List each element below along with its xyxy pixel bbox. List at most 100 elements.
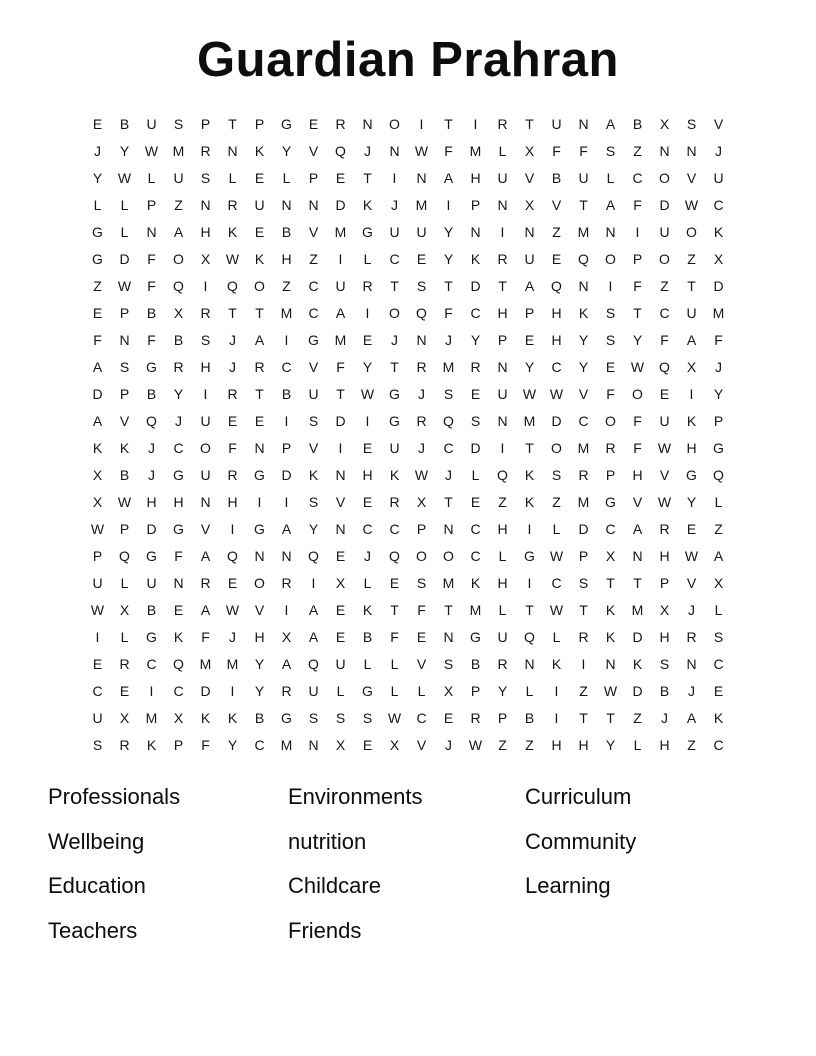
grid-letter: W xyxy=(117,277,132,294)
grid-letter: U xyxy=(659,223,670,240)
grid-letter: V xyxy=(308,223,319,240)
grid-letter: M xyxy=(226,655,239,672)
grid-letter: Q xyxy=(659,358,670,375)
grid-letter: T xyxy=(606,709,615,726)
grid-letter: P xyxy=(578,547,589,564)
grid-letter: D xyxy=(146,520,157,537)
grid-letter: U xyxy=(497,385,508,402)
grid-letter: S xyxy=(443,655,454,672)
grid-letter: J xyxy=(661,709,668,726)
grid-letter: M xyxy=(577,493,590,510)
grid-letter: L xyxy=(552,520,561,537)
grid-letter: Y xyxy=(173,385,184,402)
grid-letter: B xyxy=(524,709,535,726)
grid-letter: P xyxy=(119,385,130,402)
grid-letter: W xyxy=(144,142,159,159)
grid-letter: Y xyxy=(578,331,589,348)
grid-letter: Y xyxy=(605,736,616,753)
grid-letter: S xyxy=(92,736,103,753)
word-list-item: Wellbeing xyxy=(48,828,145,854)
grid-letter: U xyxy=(335,277,346,294)
grid-letter: X xyxy=(443,682,454,699)
grid-letter: W xyxy=(117,493,132,510)
grid-letter: Q xyxy=(146,412,157,429)
grid-letter: W xyxy=(657,439,672,456)
grid-letter: H xyxy=(659,628,670,645)
grid-letter: J xyxy=(445,736,452,753)
grid-letter: N xyxy=(146,223,157,240)
grid-letter: B xyxy=(146,304,157,321)
grid-letter: Z xyxy=(498,736,507,753)
grid-letter: N xyxy=(227,142,238,159)
grid-letter: M xyxy=(577,439,590,456)
grid-letter: T xyxy=(498,277,507,294)
grid-letter: A xyxy=(632,520,643,537)
grid-letter: X xyxy=(416,493,427,510)
grid-letter: T xyxy=(444,115,453,132)
grid-letter: C xyxy=(362,520,373,537)
grid-letter: S xyxy=(578,574,589,591)
grid-letter: I xyxy=(338,439,343,456)
grid-letter: Z xyxy=(282,277,291,294)
grid-letter: C xyxy=(551,358,562,375)
grid-letter: W xyxy=(414,142,429,159)
grid-letter: D xyxy=(281,466,292,483)
grid-letter: L xyxy=(606,169,615,186)
grid-letter: G xyxy=(389,412,400,429)
grid-letter: H xyxy=(497,304,508,321)
grid-letter: E xyxy=(119,682,130,699)
grid-letter: Q xyxy=(308,547,319,564)
grid-letter: R xyxy=(200,574,211,591)
grid-letter: O xyxy=(632,385,643,402)
grid-letter: S xyxy=(443,385,454,402)
grid-letter: Y xyxy=(497,682,508,699)
grid-letter: B xyxy=(254,709,265,726)
grid-letter: K xyxy=(173,628,184,645)
grid-letter: R xyxy=(497,655,508,672)
grid-letter: A xyxy=(92,358,103,375)
grid-letter: M xyxy=(469,142,482,159)
grid-letter: D xyxy=(551,412,562,429)
grid-letter: S xyxy=(308,493,319,510)
grid-letter: X xyxy=(92,466,103,483)
grid-letter: I xyxy=(392,169,397,186)
grid-letter: T xyxy=(579,196,588,213)
grid-letter: H xyxy=(254,628,265,645)
grid-letter: N xyxy=(443,628,454,645)
grid-letter: F xyxy=(147,331,156,348)
grid-letter: C xyxy=(389,250,400,267)
grid-letter: M xyxy=(631,601,644,618)
grid-letter: L xyxy=(93,196,102,213)
grid-letter: W xyxy=(549,385,564,402)
grid-letter: E xyxy=(362,736,373,753)
grid-letter: G xyxy=(605,493,616,510)
grid-letter: A xyxy=(605,196,616,213)
grid-letter: S xyxy=(605,142,616,159)
grid-letter: E xyxy=(362,493,373,510)
grid-letter: U xyxy=(686,304,697,321)
grid-letter: F xyxy=(633,439,642,456)
grid-letter: L xyxy=(498,601,507,618)
grid-letter: F xyxy=(147,277,156,294)
grid-letter: J xyxy=(445,466,452,483)
grid-letter: S xyxy=(659,655,670,672)
grid-letter: D xyxy=(632,682,643,699)
grid-letter: O xyxy=(254,574,265,591)
grid-letter: I xyxy=(311,574,316,591)
grid-letter: L xyxy=(633,736,642,753)
grid-letter: Q xyxy=(173,277,184,294)
grid-letter: P xyxy=(524,304,535,321)
grid-letter: P xyxy=(659,574,670,591)
grid-letter: G xyxy=(470,628,481,645)
grid-letter: W xyxy=(117,169,132,186)
word-list-item: Community xyxy=(525,828,637,854)
grid-letter: B xyxy=(119,466,130,483)
grid-letter: H xyxy=(632,466,643,483)
grid-letter: M xyxy=(280,304,293,321)
grid-letter: R xyxy=(470,358,481,375)
grid-letter: M xyxy=(577,223,590,240)
grid-letter: F xyxy=(444,142,453,159)
grid-letter: K xyxy=(713,223,724,240)
grid-letter: Q xyxy=(713,466,724,483)
grid-letter: J xyxy=(148,439,155,456)
